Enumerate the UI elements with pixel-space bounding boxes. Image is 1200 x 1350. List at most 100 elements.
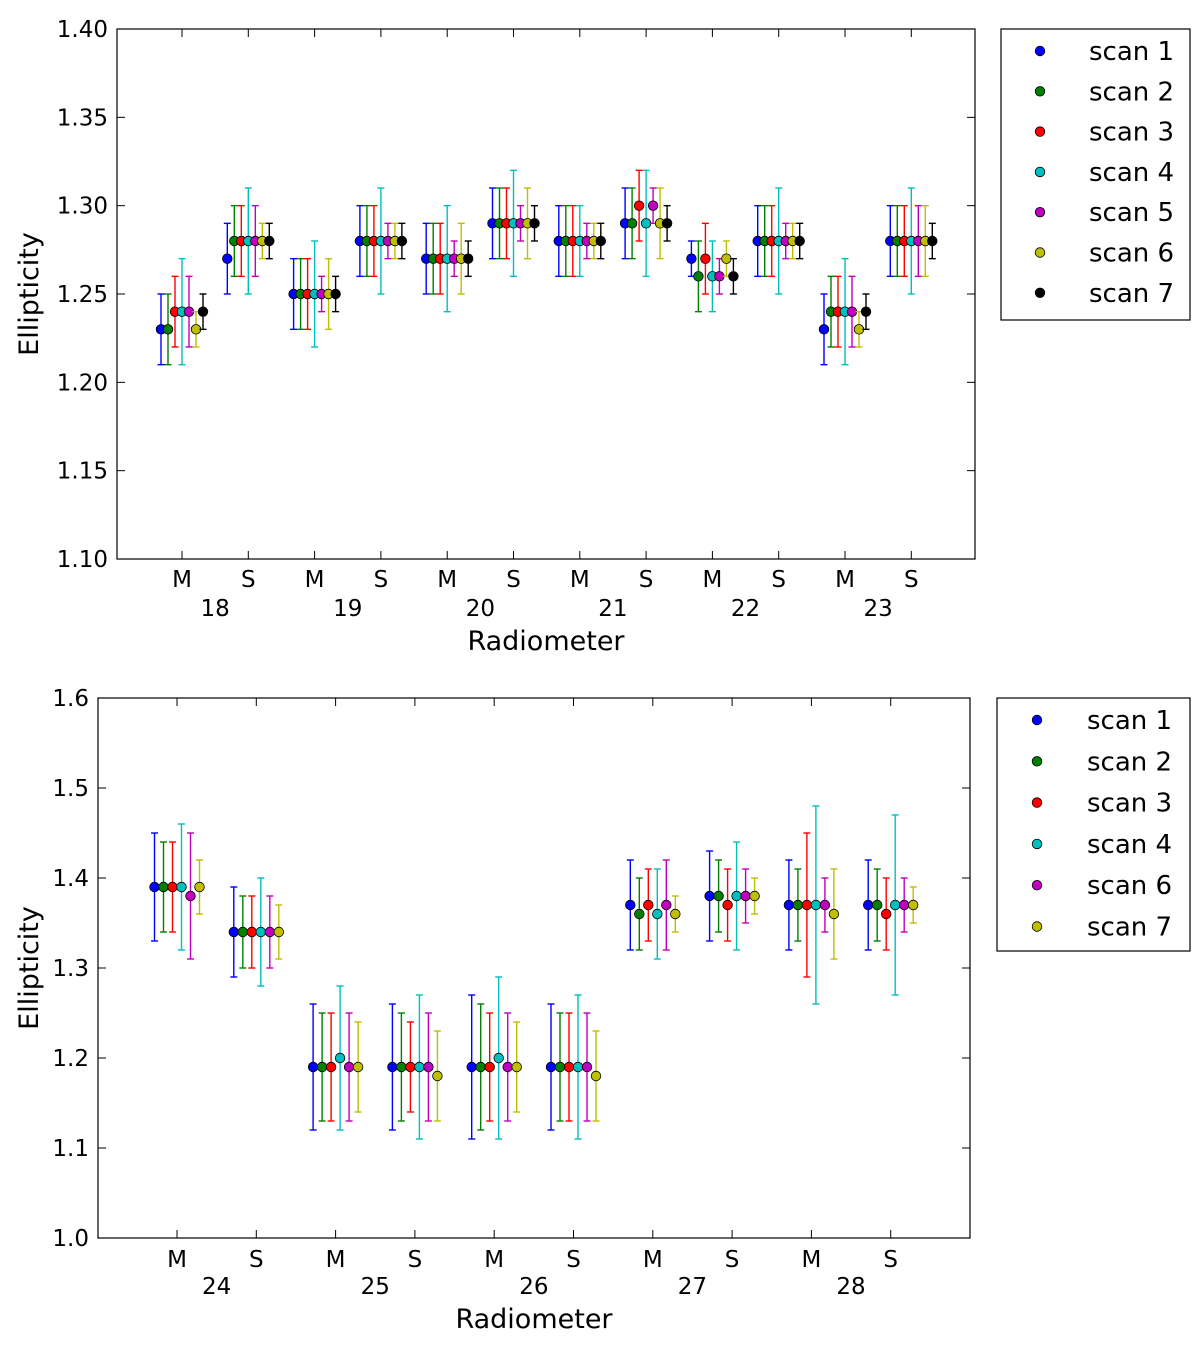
x-tick-label-arm: S <box>241 567 256 593</box>
x-tick-label-arm: S <box>639 567 654 593</box>
x-tick-label-arm: M <box>835 567 855 593</box>
series-scan-2 <box>162 187 903 366</box>
data-point <box>863 899 874 911</box>
data-point <box>700 253 711 264</box>
legend: scan 1 scan 2 scan 3 scan 4 scan 5 scan 6 scan… <box>1000 28 1191 321</box>
data-point <box>721 253 732 264</box>
data-point <box>810 899 822 911</box>
y-tick-label: 1.30 <box>57 194 108 220</box>
legend-label: scan 6 <box>1089 239 1174 269</box>
data-point <box>149 881 160 893</box>
radiometer-label: 18 <box>201 596 230 622</box>
legend-label: scan 5 <box>1089 198 1174 228</box>
data-point <box>162 324 174 335</box>
y-tick-label: 1.3 <box>52 956 89 982</box>
data-point <box>330 288 341 300</box>
legend-marker <box>1034 247 1046 258</box>
data-point <box>819 899 831 911</box>
data-point <box>794 235 805 247</box>
radiometer-label: 20 <box>466 596 495 622</box>
series-scan-4 <box>176 805 901 1140</box>
data-point <box>581 1061 593 1073</box>
series-scan-5 <box>183 187 924 348</box>
legend-box <box>996 697 1191 952</box>
data-point <box>484 1061 495 1073</box>
y-tick-label: 1.0 <box>52 1226 89 1252</box>
series-scan-4 <box>176 169 917 366</box>
data-point <box>704 890 715 902</box>
data-point <box>927 235 938 247</box>
legend-marker <box>1034 287 1046 299</box>
data-point <box>432 1070 443 1082</box>
data-point <box>853 324 865 335</box>
data-point <box>387 1061 398 1073</box>
data-point <box>749 890 760 902</box>
data-point <box>176 881 187 893</box>
x-axis-label: Radiometer <box>455 1304 613 1335</box>
data-point <box>529 218 540 229</box>
data-point <box>625 899 636 911</box>
legend-label: scan 3 <box>1089 118 1174 148</box>
series-scan-6 <box>190 187 931 348</box>
series-scan-7 <box>194 859 919 1122</box>
legend-label: scan 2 <box>1087 747 1172 777</box>
radiometer-label: 27 <box>678 1274 707 1300</box>
data-point <box>661 899 672 911</box>
legend: scan 1 scan 2 scan 3 scan 4 scan 6 scan 7 <box>996 697 1191 952</box>
y-tick-label: 1.5 <box>52 776 89 802</box>
data-point <box>818 324 830 335</box>
series-scan-7 <box>197 204 938 331</box>
data-point <box>713 890 724 902</box>
legend-box <box>1000 28 1191 321</box>
y-tick-label: 1.15 <box>57 459 108 485</box>
data-point <box>740 890 751 902</box>
data-point <box>197 306 209 317</box>
data-point <box>334 1052 346 1064</box>
data-point <box>237 926 249 938</box>
data-point <box>633 200 645 211</box>
y-tick-label: 1.6 <box>52 686 89 712</box>
data-point <box>554 1061 566 1073</box>
data-point <box>801 899 813 911</box>
x-tick-label-arm: M <box>570 567 590 593</box>
data-point <box>194 881 205 893</box>
data-point <box>167 881 178 893</box>
legend-label: scan 1 <box>1089 37 1174 67</box>
x-tick-label-arm: S <box>904 567 919 593</box>
data-point <box>352 1061 364 1073</box>
data-point <box>722 899 733 911</box>
y-tick-label: 1.25 <box>57 282 108 308</box>
x-tick-label-arm: S <box>506 567 521 593</box>
data-point <box>396 235 408 247</box>
y-tick-label: 1.1 <box>52 1136 89 1162</box>
data-point <box>634 908 645 920</box>
legend-label: scan 3 <box>1087 789 1172 819</box>
data-point <box>545 1061 557 1073</box>
radiometer-label: 22 <box>731 596 760 622</box>
x-tick-label-arm: M <box>801 1247 821 1273</box>
x-tick-label-arm: M <box>643 1247 663 1273</box>
data-point <box>846 306 858 317</box>
data-point <box>828 908 840 920</box>
data-point <box>661 218 673 229</box>
legend-marker <box>1031 921 1043 932</box>
x-tick-label-arm: S <box>771 567 786 593</box>
data-point <box>423 1061 434 1073</box>
data-point <box>572 1061 584 1073</box>
data-point <box>228 926 240 938</box>
legend-marker <box>1031 797 1043 808</box>
x-tick-label-arm: M <box>326 1247 346 1273</box>
data-point <box>652 908 663 920</box>
legend-marker <box>1034 86 1046 97</box>
data-point <box>590 1070 602 1082</box>
data-point <box>158 881 169 893</box>
legend-label: scan 6 <box>1087 871 1172 901</box>
data-point <box>792 899 804 911</box>
data-point <box>307 1061 319 1073</box>
data-point <box>343 1061 355 1073</box>
data-point <box>502 1061 513 1073</box>
data-point <box>414 1061 425 1073</box>
data-point <box>595 235 607 247</box>
data-point <box>405 1061 416 1073</box>
legend-label: scan 1 <box>1087 706 1172 736</box>
